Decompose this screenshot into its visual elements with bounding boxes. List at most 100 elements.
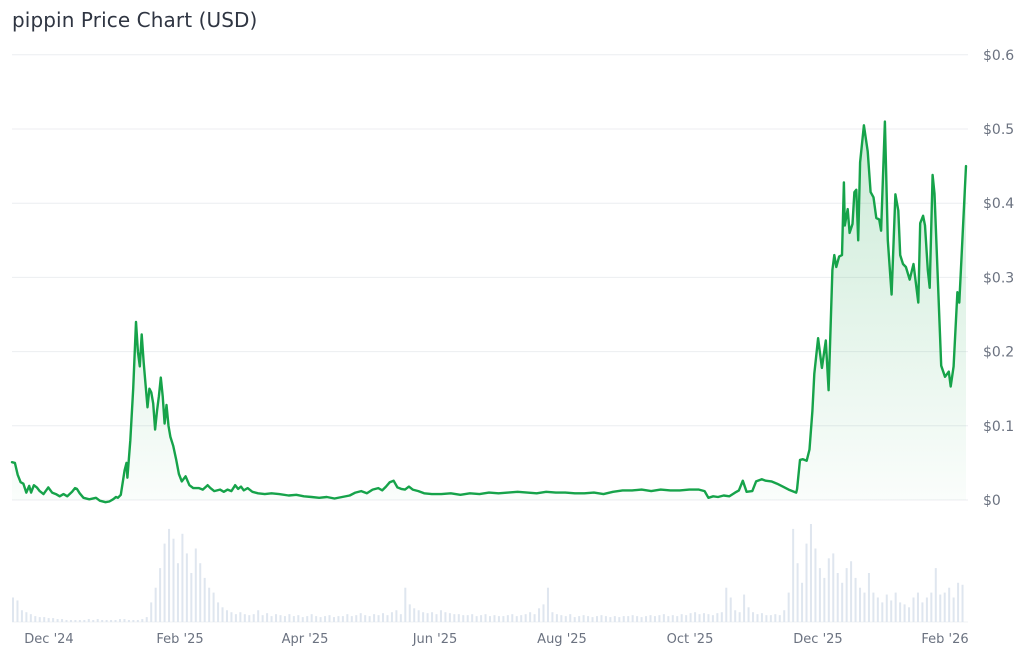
volume-bar [921,602,924,622]
volume-bar [529,612,532,622]
volume-bar [511,614,514,622]
volume-bar [493,615,496,622]
volume-bar [591,617,594,622]
volume-bar [341,616,344,622]
volume-bar [957,582,960,622]
volume-bar [555,614,558,622]
volume-bar [863,592,866,622]
volume-bar [462,615,465,622]
volume-bar [141,619,144,622]
volume-bar [239,612,242,622]
y-tick-label: $0.5 [983,122,1014,138]
volume-bar [225,610,228,622]
volume-bar [502,616,505,622]
volume-bar [150,602,153,622]
volume-bar [190,573,193,622]
volume-bar [738,612,741,622]
volume-bar [934,568,937,622]
volume-bar [96,619,99,622]
volume-bar [564,616,567,622]
y-tick-label: $0.3 [983,270,1014,286]
volume-bar [841,582,844,622]
volume-bar [676,616,679,622]
volume-bar [52,618,55,622]
volume-bar [524,614,527,622]
y-tick-label: $0.6 [983,48,1014,64]
volume-bar [720,612,723,622]
volume-bar [283,616,286,622]
volume-bar [248,615,251,622]
volume-bar [627,616,630,622]
volume-bar [587,616,590,622]
volume-bar [881,602,884,622]
volume-bar [408,604,411,622]
volume-bar [939,594,942,622]
volume-bar [613,616,616,622]
volume-bar [506,615,509,622]
y-tick-label: $0.4 [983,196,1014,212]
volume-bar [382,613,385,622]
volume-bar [176,563,179,622]
price-area-fill [12,121,966,503]
volume-bar [257,610,260,622]
volume-bar [859,587,862,622]
volume-bar [573,617,576,622]
volume-bar [702,613,705,622]
volume-bar [69,620,72,622]
volume-bar [890,600,893,622]
volume-bar [707,614,710,622]
volume-bar [716,613,719,622]
volume-bars [12,524,964,622]
volume-bar [105,620,108,622]
volume-bar [667,616,670,622]
volume-bar [925,597,928,622]
volume-bar [916,592,919,622]
volume-bar [426,613,429,622]
volume-bar [836,573,839,622]
volume-bar [662,614,665,622]
volume-bar [885,594,888,622]
volume-bar [319,617,322,622]
volume-bar [203,577,206,622]
price-line [10,120,968,504]
volume-bar [132,620,135,622]
volume-bar [208,587,211,622]
volume-bar [671,615,674,622]
volume-bar [551,612,554,622]
volume-bar [270,616,273,622]
volume-bar [404,587,407,622]
volume-bar [680,614,683,622]
volume-bar [747,607,750,622]
volume-bar [908,607,911,622]
volume-bar [444,612,447,622]
volume-bar [47,618,50,622]
volume-bar [854,577,857,622]
volume-bar [413,608,416,622]
volume-bar [417,610,420,622]
volume-bar [315,616,318,622]
volume-bar [431,612,434,622]
volume-bar [876,597,879,622]
volume-bar [542,604,545,622]
volume-bar [185,553,188,622]
volume-bar [261,615,264,622]
y-axis-labels: $0 $0.1 $0.2 $0.3 $0.4 $0.5 $0.6 [983,48,1014,509]
grid-lines [12,54,968,623]
volume-bar [725,587,728,622]
volume-bar [466,615,469,622]
volume-bar [453,614,456,622]
volume-bar [805,543,808,622]
volume-bar [912,597,915,622]
volume-bar [489,616,492,622]
y-tick-label: $0.2 [983,345,1014,361]
volume-bar [653,616,656,622]
volume-bar [61,619,64,622]
volume-bar [78,620,81,622]
volume-bar [199,563,202,622]
volume-bar [355,615,358,622]
volume-bar [87,619,90,622]
volume-bar [774,614,777,622]
x-tick-label: Jun '25 [412,632,458,647]
volume-bar [123,619,126,622]
